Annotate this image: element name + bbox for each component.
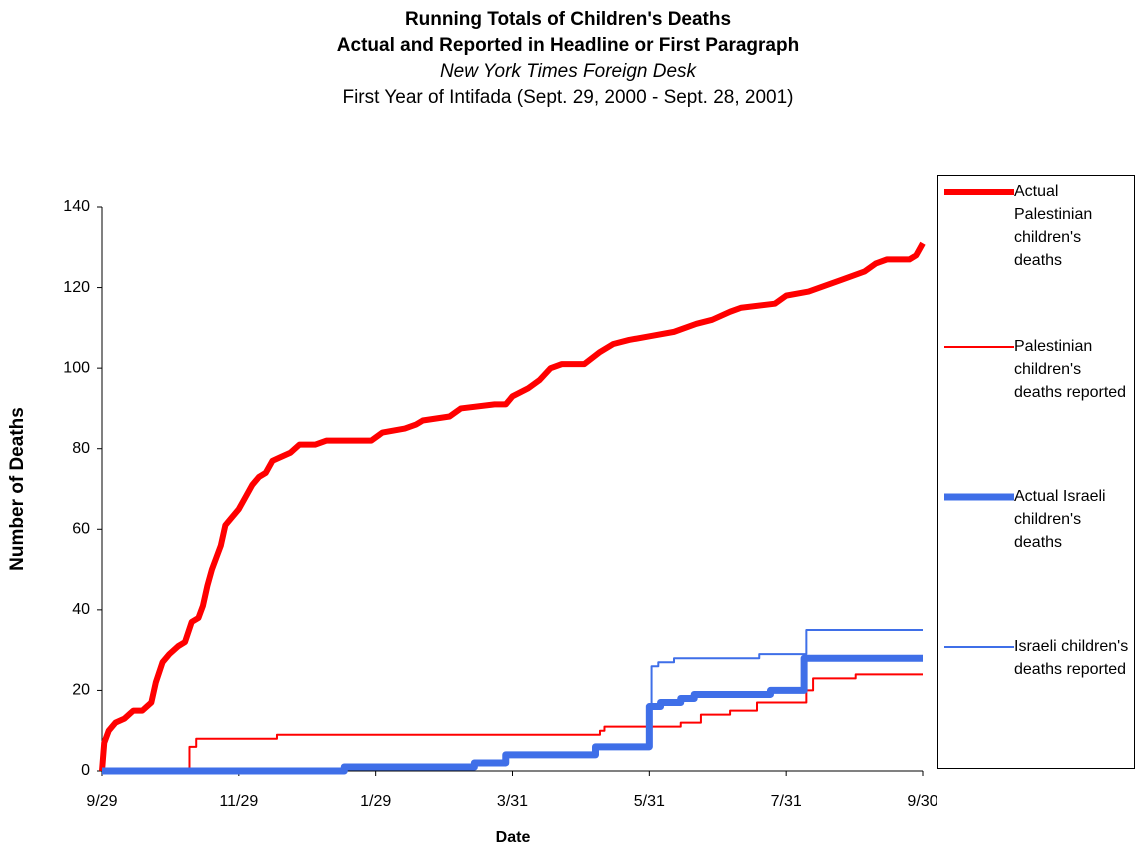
chart: Running Totals of Children's Deaths Actu… — [7, 9, 939, 846]
series-line — [99, 241, 926, 772]
legend-label: Israeli children's deaths reported — [1014, 638, 1129, 678]
series-line — [102, 629, 923, 772]
y-axis-label: Number of Deaths — [7, 407, 28, 571]
legend-swatch — [944, 346, 1014, 348]
legend-label: Palestinian children's deaths reported — [1014, 338, 1127, 401]
legend-label: Actual Palestinian children's deaths — [1014, 183, 1093, 269]
chart-source: New York Times Foreign Desk — [440, 61, 698, 82]
legend-swatch — [944, 189, 1014, 195]
y-tick-label: 120 — [63, 279, 90, 296]
x-tick-label: 11/29 — [219, 793, 258, 810]
x-tick-label: 1/29 — [360, 793, 391, 810]
x-tick-label: 7/31 — [771, 793, 802, 810]
y-tick-label: 80 — [72, 440, 90, 457]
x-tick-label: 9/29 — [86, 793, 117, 810]
x-tick-label: 5/31 — [634, 793, 665, 810]
legend-swatch — [944, 493, 1014, 501]
x-axis-label: Date — [496, 829, 531, 846]
chart-subtitle: Actual and Reported in Headline or First… — [337, 35, 799, 56]
legend-label: Actual Israeli children's deaths — [1014, 488, 1106, 551]
y-tick-label: 140 — [63, 198, 90, 215]
series-line — [102, 673, 923, 772]
y-tick-label: 40 — [72, 601, 90, 618]
x-tick-label: 9/30 — [907, 793, 937, 810]
legend: Actual Palestinian children's deaths Pale… — [937, 175, 1135, 769]
chart-period: First Year of Intifada (Sept. 29, 2000 -… — [342, 87, 793, 108]
y-tick-label: 0 — [81, 762, 90, 779]
legend-swatch — [944, 646, 1014, 648]
y-tick-label: 100 — [63, 359, 90, 376]
y-tick-label: 60 — [72, 521, 90, 538]
chart-title: Running Totals of Children's Deaths — [405, 9, 731, 30]
y-tick-label: 20 — [72, 682, 90, 699]
x-tick-label: 3/31 — [497, 793, 528, 810]
